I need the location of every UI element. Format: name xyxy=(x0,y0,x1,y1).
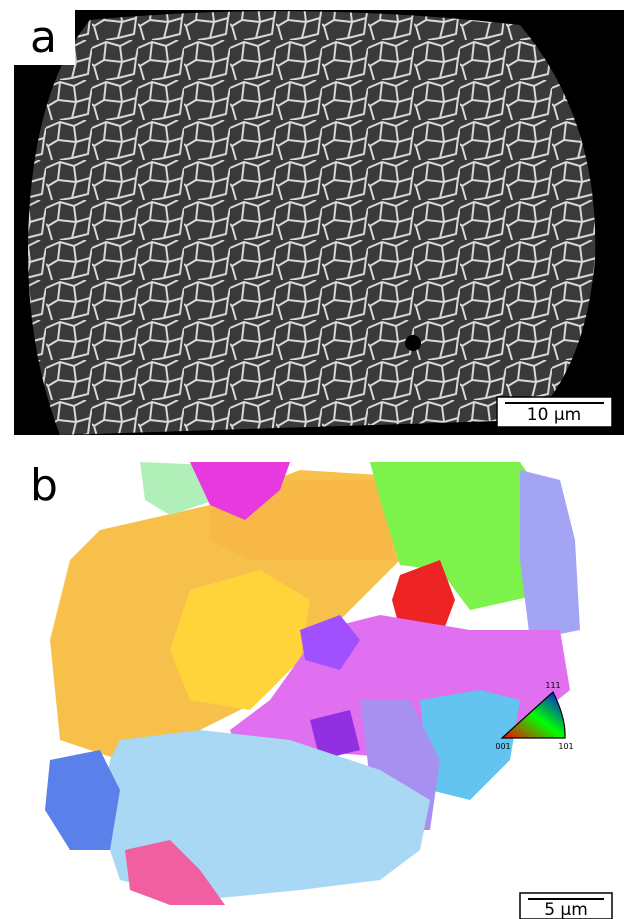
grain xyxy=(45,750,120,850)
pore xyxy=(405,335,421,351)
ipf-label: 001 xyxy=(495,742,510,751)
grain xyxy=(520,470,580,640)
ipf-label: 111 xyxy=(545,681,560,690)
panel-b: b 111 001 101 5 µm xyxy=(30,460,612,919)
figure: a 10 µm b 111 001 10 xyxy=(0,0,624,919)
ebsd-map xyxy=(45,462,580,905)
micrograph-particle xyxy=(28,11,595,435)
panel-a: a 10 µm xyxy=(14,10,624,435)
panel-label: a xyxy=(30,12,57,63)
ipf-label: 101 xyxy=(558,742,573,751)
panel-label: b xyxy=(30,460,58,511)
scale-bar-label: 10 µm xyxy=(527,405,581,425)
page: a 10 µm b 111 001 10 xyxy=(0,0,624,919)
scale-bar-label: 5 µm xyxy=(544,900,588,919)
